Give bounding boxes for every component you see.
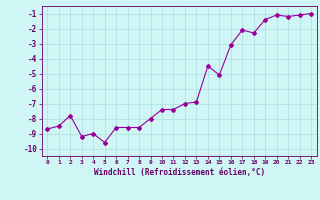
X-axis label: Windchill (Refroidissement éolien,°C): Windchill (Refroidissement éolien,°C)	[94, 168, 265, 177]
